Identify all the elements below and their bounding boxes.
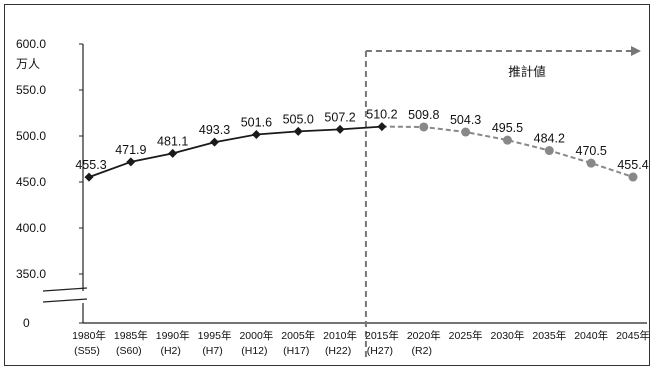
y-tick-label: 400.0 [16, 221, 46, 235]
x-tick-label: 2005年 [281, 329, 315, 342]
x-tick-sublabel: (R2) [412, 345, 432, 357]
y-unit-label: 万人 [16, 57, 40, 71]
axis-break-gap [43, 292, 89, 302]
x-tick-sublabel: (H17) [283, 345, 309, 357]
data-label: 510.2 [366, 108, 397, 122]
axis-break-mark-lower [42, 298, 88, 303]
x-tick-sublabel: (H27) [367, 345, 393, 357]
x-tick-label: 2030年 [491, 329, 525, 342]
tick-labels: 600.0 550.0 500.0 450.0 400.0 350.0 0 万人 1980年 (S… [16, 37, 650, 357]
data-point-circle [461, 127, 471, 137]
data-label: 484.2 [534, 132, 565, 146]
data-label: 505.0 [283, 112, 314, 126]
data-point-circle [419, 122, 429, 132]
x-tick-label: 2020年 [407, 329, 441, 342]
data-labels: 455.3 471.9 481.1 493.3 501.6 505.0 507.2 510.2… [75, 108, 648, 173]
data-label: 504.3 [450, 113, 481, 127]
data-label: 470.5 [576, 144, 607, 158]
projection-label: 推計値 [508, 64, 546, 79]
x-tick-sublabel: (H7) [202, 345, 222, 357]
x-tick-sublabel: (S55) [74, 345, 100, 357]
data-label: 455.4 [617, 158, 648, 172]
x-tick-label: 1990年 [156, 329, 190, 342]
x-tick-label: 1980年 [72, 329, 106, 342]
projection-arrow-head [631, 46, 641, 56]
y-tick-label: 450.0 [16, 175, 46, 189]
data-point-diamond [251, 130, 261, 140]
data-label: 493.3 [199, 123, 230, 137]
data-point-diamond [335, 124, 345, 134]
axis-break-mark-upper [42, 287, 88, 292]
x-tick-sublabel: (S60) [116, 345, 142, 357]
data-point-circle [586, 158, 596, 168]
data-label: 507.2 [324, 110, 355, 124]
x-tick-sublabel: (H22) [325, 345, 351, 357]
series-markers [84, 122, 638, 182]
x-tick-label: 2045年 [616, 329, 650, 342]
series-line-solid [88, 125, 382, 178]
axes [42, 43, 647, 324]
x-tick-sublabel: (H12) [241, 345, 267, 357]
x-tick-label: 2025年 [449, 329, 483, 342]
x-tick-label: 2035年 [532, 329, 566, 342]
data-point-diamond [210, 137, 220, 147]
data-label: 495.5 [492, 121, 523, 135]
data-point-diamond [293, 126, 303, 136]
data-point-diamond [126, 157, 136, 167]
x-tick-label: 2040年 [574, 329, 608, 342]
x-tick-label: 2015年 [365, 329, 399, 342]
data-label: 509.8 [408, 108, 439, 122]
projection-region: 推計値 [364, 46, 641, 361]
y-tick-label: 500.0 [16, 129, 46, 143]
data-label: 481.1 [157, 134, 188, 148]
x-tick-label: 1995年 [198, 329, 232, 342]
y-tick-label: 350.0 [16, 267, 46, 281]
data-label: 455.3 [75, 158, 106, 172]
y-tick-label: 0 [23, 316, 30, 330]
chart-frame: 推計値 455.3 471.9 481.1 493.3 501.6 505.0 507.2 5… [4, 4, 650, 366]
x-tick-label: 2000年 [239, 329, 273, 342]
x-tick-label: 1985年 [114, 329, 148, 342]
population-line-chart: 推計値 455.3 471.9 481.1 493.3 501.6 505.0 507.2 5… [16, 37, 650, 361]
data-point-circle [628, 172, 638, 182]
x-tick-sublabel: (H2) [160, 345, 180, 357]
data-label: 471.9 [115, 143, 146, 157]
x-tick-label: 2010年 [323, 329, 357, 342]
data-point-diamond [168, 148, 178, 158]
data-label: 501.6 [241, 116, 272, 130]
data-point-diamond [377, 122, 387, 132]
data-point-circle [544, 146, 554, 156]
data-point-diamond [84, 172, 94, 182]
y-tick-label: 600.0 [16, 37, 46, 51]
data-point-circle [502, 135, 512, 145]
y-tick-label: 550.0 [16, 83, 46, 97]
